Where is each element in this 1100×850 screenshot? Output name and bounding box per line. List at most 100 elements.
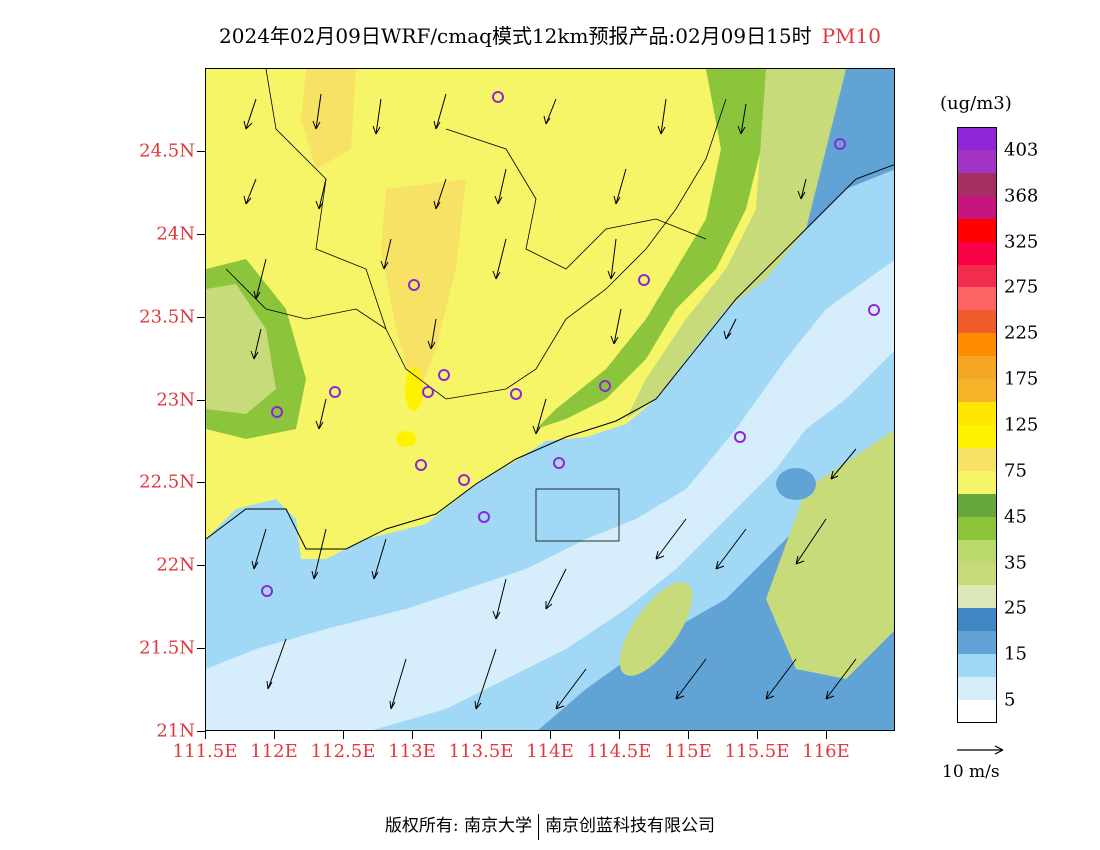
- station-marker-icon: [868, 304, 880, 316]
- lon-tick-mark: [481, 731, 482, 739]
- lon-tick-mark: [343, 731, 344, 739]
- colorbar-label: 275: [1004, 276, 1039, 298]
- lon-tick-label: 114E: [526, 741, 574, 762]
- colorbar-swatch: [957, 700, 997, 724]
- colorbar-label: 403: [1004, 139, 1039, 161]
- lat-tick-label: 24.5N: [139, 140, 195, 162]
- colorbar-swatch: [957, 356, 997, 380]
- station-marker-icon: [599, 380, 611, 392]
- lat-tick-mark: [197, 731, 205, 732]
- lon-tick-label: 111.5E: [172, 741, 238, 762]
- colorbar-swatch: [957, 264, 997, 288]
- lat-tick-label: 21.5N: [139, 637, 195, 659]
- colorbar-label: 5: [1004, 689, 1016, 711]
- lat-tick-label: 24N: [156, 223, 195, 245]
- colorbar-swatch: [957, 127, 997, 151]
- station-marker-icon: [510, 388, 522, 400]
- lat-tick-mark: [197, 233, 205, 235]
- station-marker-icon: [329, 386, 341, 398]
- lat-tick-label: 22.5N: [139, 471, 195, 493]
- station-markers: [261, 91, 880, 597]
- colorbar-swatch: [957, 493, 997, 518]
- lon-tick-mark: [550, 731, 551, 739]
- pm10-field: [206, 69, 894, 730]
- sea-area: [206, 169, 894, 730]
- wind-reference-arrow-icon: [957, 745, 1004, 755]
- colorbar-swatch: [957, 654, 997, 678]
- colorbar-label: 75: [1004, 460, 1027, 482]
- colorbar-label: 45: [1004, 506, 1027, 528]
- lon-tick-mark: [205, 731, 206, 739]
- lat-tick-mark: [197, 565, 205, 567]
- lon-tick-label: 116E: [802, 741, 850, 762]
- colorbar-swatch: [957, 241, 997, 266]
- lon-tick-mark: [826, 731, 827, 739]
- colorbar-label: 175: [1004, 368, 1039, 390]
- lon-tick-mark: [619, 731, 620, 739]
- station-marker-icon: [638, 274, 650, 286]
- footer-separator: [538, 813, 540, 840]
- colorbar-label: 15: [1004, 643, 1027, 665]
- lat-tick-mark: [197, 399, 205, 401]
- sea-green-patch: [766, 430, 894, 679]
- station-marker-icon: [261, 585, 273, 597]
- lon-tick-label: 115.5E: [724, 741, 790, 762]
- wind-reference-label: 10 m/s: [942, 762, 1000, 782]
- station-marker-icon: [553, 457, 565, 469]
- colorbar-swatch: [957, 333, 997, 357]
- lon-tick-label: 112.5E: [310, 741, 376, 762]
- wind-arrows: [243, 93, 857, 710]
- title-text: 2024年02月09日WRF/cmaq模式12km预报产品:02月09日15时: [219, 24, 812, 48]
- station-marker-icon: [422, 386, 434, 398]
- colorbar-swatch: [957, 425, 997, 449]
- colorbar-swatch: [957, 608, 997, 632]
- colorbar-swatch: [957, 287, 997, 311]
- colorbar-swatch: [957, 585, 997, 609]
- lon-tick-label: 114.5E: [586, 741, 652, 762]
- sea-light: [206, 260, 894, 730]
- lat-tick-label: 23N: [156, 389, 195, 410]
- colorbar-swatch: [957, 516, 997, 541]
- colorbar-swatch: [957, 310, 997, 334]
- colorbar-swatch: [957, 631, 997, 655]
- station-marker-icon: [408, 279, 420, 291]
- map-panel: [205, 68, 895, 731]
- lat-tick-mark: [197, 150, 205, 152]
- lon-tick-mark: [757, 731, 758, 739]
- lon-tick-mark: [688, 731, 689, 739]
- station-marker-icon: [834, 138, 846, 150]
- colorbar-swatch: [957, 539, 997, 564]
- lat-tick-label: 23.5N: [139, 306, 195, 328]
- colorbar-swatch: [957, 447, 997, 472]
- lat-tick-mark: [197, 482, 205, 484]
- colorbar-swatch: [957, 172, 997, 197]
- footer-partner: 南京创蓝科技有限公司: [545, 816, 716, 836]
- colorbar-label: 125: [1004, 414, 1039, 436]
- pollutant-label: PM10: [821, 24, 881, 48]
- station-marker-icon: [438, 369, 450, 381]
- lat-tick-label: 22N: [156, 554, 195, 576]
- footer-copyright: 版权所有: 南京大学: [384, 816, 533, 836]
- colorbar-swatch: [957, 677, 997, 701]
- lon-tick-label: 112E: [250, 741, 298, 762]
- lon-tick-mark: [412, 731, 413, 739]
- station-marker-icon: [458, 474, 470, 486]
- map-title: 2024年02月09日WRF/cmaq模式12km预报产品:02月09日15时 P…: [0, 20, 1100, 49]
- lon-tick-label: 115E: [664, 741, 712, 762]
- lat-tick-mark: [197, 648, 205, 650]
- station-marker-icon: [415, 459, 427, 471]
- station-marker-icon: [734, 431, 746, 443]
- station-marker-icon: [478, 511, 490, 523]
- lat-tick-label: 21N: [156, 720, 195, 742]
- colorbar-swatch: [957, 195, 997, 220]
- lon-tick-mark: [274, 731, 275, 739]
- colorbar-swatch: [957, 402, 997, 426]
- colorbar-swatch: [957, 379, 997, 403]
- lon-tick-label: 113.5E: [448, 741, 514, 762]
- colorbar-swatch: [957, 562, 997, 586]
- colorbar-label: 225: [1004, 322, 1039, 344]
- station-marker-icon: [492, 91, 504, 103]
- colorbar-label: 25: [1004, 597, 1027, 619]
- colorbar-label: 368: [1004, 185, 1039, 207]
- colorbar-unit: (ug/m3): [940, 93, 1012, 114]
